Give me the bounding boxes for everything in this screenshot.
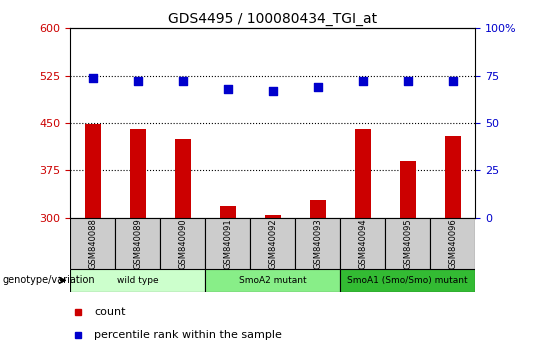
Point <box>268 88 277 94</box>
Text: genotype/variation: genotype/variation <box>3 275 96 285</box>
Text: SmoA1 (Smo/Smo) mutant: SmoA1 (Smo/Smo) mutant <box>347 276 468 285</box>
Text: GSM840091: GSM840091 <box>223 218 232 269</box>
Bar <box>85 124 100 218</box>
Bar <box>160 218 205 269</box>
Text: wild type: wild type <box>117 276 159 285</box>
Text: GSM840090: GSM840090 <box>178 218 187 269</box>
Bar <box>70 218 115 269</box>
Bar <box>265 215 281 218</box>
Bar <box>205 269 340 292</box>
Bar <box>115 218 160 269</box>
Bar <box>340 218 385 269</box>
Bar <box>310 200 326 218</box>
Bar <box>385 218 430 269</box>
Bar <box>175 139 191 218</box>
Point <box>313 84 322 90</box>
Bar <box>445 136 461 218</box>
Text: GSM840092: GSM840092 <box>268 218 277 269</box>
Text: SmoA2 mutant: SmoA2 mutant <box>239 276 307 285</box>
Text: GSM840094: GSM840094 <box>358 218 367 269</box>
Bar <box>355 129 370 218</box>
Text: GSM840095: GSM840095 <box>403 218 412 269</box>
Bar <box>400 161 416 218</box>
Point <box>89 75 97 80</box>
Point <box>133 79 142 84</box>
Text: GSM840093: GSM840093 <box>313 218 322 269</box>
Text: percentile rank within the sample: percentile rank within the sample <box>94 330 282 341</box>
Text: GSM840096: GSM840096 <box>448 218 457 269</box>
Bar <box>250 218 295 269</box>
Point <box>448 79 457 84</box>
Bar <box>70 269 205 292</box>
Bar <box>430 218 475 269</box>
Point <box>224 86 232 92</box>
Point <box>403 79 412 84</box>
Title: GDS4495 / 100080434_TGI_at: GDS4495 / 100080434_TGI_at <box>168 12 377 26</box>
Bar <box>340 269 475 292</box>
Bar <box>205 218 250 269</box>
Bar <box>130 129 146 218</box>
Point <box>359 79 367 84</box>
Point <box>178 79 187 84</box>
Text: GSM840088: GSM840088 <box>88 218 97 269</box>
Text: GSM840089: GSM840089 <box>133 218 142 269</box>
Bar <box>220 206 235 218</box>
Text: count: count <box>94 307 126 318</box>
Bar <box>295 218 340 269</box>
